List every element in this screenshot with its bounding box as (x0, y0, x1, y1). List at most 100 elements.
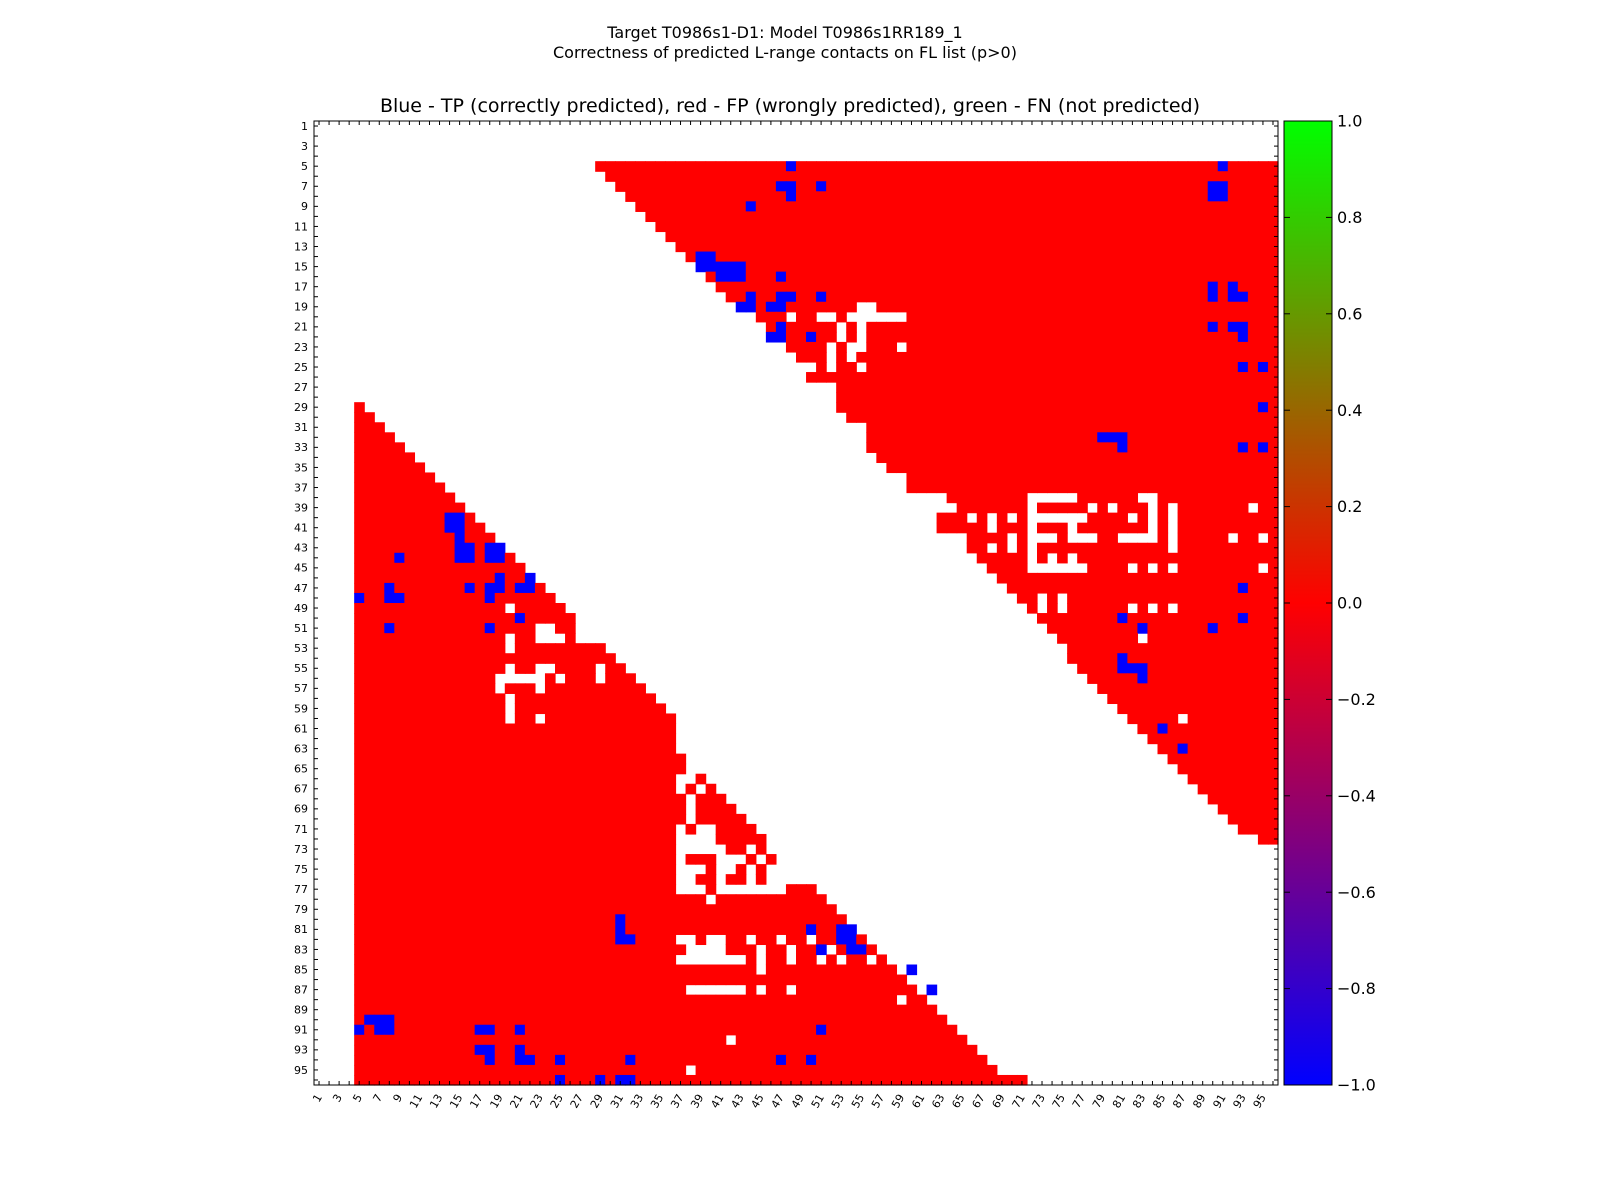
fp-cell (765, 261, 777, 273)
fp-cell (464, 854, 476, 865)
x-tick-label: 17 (467, 1092, 485, 1111)
fp-cell (1217, 261, 1229, 273)
fp-cell (1097, 281, 1108, 293)
fp-cell (484, 904, 496, 915)
fp-cell (374, 743, 385, 755)
fp-cell (836, 171, 847, 182)
fp-cell (836, 301, 847, 313)
fp-cell (796, 321, 807, 333)
fp-cell (705, 994, 717, 1006)
fp-cell (1117, 562, 1128, 574)
fp-cell (1207, 673, 1219, 684)
fp-cell (665, 884, 677, 895)
fp-cell (575, 753, 586, 765)
fp-cell (856, 1034, 867, 1046)
fp-cell (1237, 653, 1249, 664)
fp-cell (1077, 291, 1088, 303)
fp-cell (1047, 251, 1058, 263)
fp-cell (575, 1044, 586, 1056)
fp-cell (1167, 472, 1179, 484)
fp-cell (635, 1014, 646, 1026)
fp-cell (1117, 291, 1128, 303)
fp-cell (544, 833, 556, 845)
fp-cell (364, 743, 375, 755)
fp-cell (1227, 613, 1239, 624)
fp-cell (1097, 653, 1108, 664)
fp-cell (876, 251, 887, 263)
fp-cell (986, 231, 998, 243)
fp-cell (996, 231, 1008, 243)
fp-cell (484, 562, 496, 574)
fp-cell (354, 653, 365, 664)
fp-cell (1177, 613, 1189, 624)
fp-cell (524, 984, 536, 996)
fp-cell (906, 452, 918, 464)
fp-cell (1127, 502, 1139, 514)
fp-cell (1267, 673, 1279, 684)
fp-cell (1187, 161, 1199, 172)
fp-cell (534, 723, 546, 735)
fp-cell (1227, 191, 1239, 202)
fp-cell (896, 1044, 908, 1056)
fp-cell (1107, 643, 1118, 654)
fp-cell (996, 191, 1008, 202)
tp-cell (354, 592, 365, 604)
fp-cell (364, 432, 375, 443)
fp-cell (1247, 663, 1259, 674)
fp-cell (1067, 482, 1078, 494)
fp-cell (414, 542, 426, 554)
fp-cell (1097, 392, 1108, 403)
fp-cell (645, 874, 657, 885)
fp-cell (394, 562, 405, 574)
fp-cell (1087, 452, 1098, 464)
fp-cell (966, 452, 978, 464)
fp-cell (665, 713, 677, 725)
fp-cell (796, 241, 807, 253)
fp-cell (575, 914, 586, 925)
fp-cell (645, 823, 657, 835)
fp-cell (374, 673, 385, 684)
fp-cell (1067, 281, 1078, 293)
fp-cell (836, 994, 847, 1006)
fp-cell (404, 803, 416, 815)
fp-cell (474, 592, 486, 604)
fp-cell (695, 181, 707, 192)
fp-cell (354, 442, 365, 453)
fp-cell (504, 823, 516, 835)
fp-cell (645, 763, 657, 775)
fp-cell (785, 261, 797, 273)
fp-cell (1077, 181, 1088, 192)
fp-cell (866, 944, 877, 956)
fp-cell (1077, 663, 1088, 674)
fp-cell (1147, 693, 1159, 705)
fp-cell (886, 161, 898, 172)
fp-cell (534, 1074, 546, 1086)
tp-cell (775, 271, 787, 283)
fp-cell (1217, 763, 1229, 775)
fp-cell (414, 693, 426, 705)
fp-cell (1177, 241, 1189, 253)
fp-cell (1267, 261, 1279, 273)
fp-cell (1167, 452, 1179, 464)
fp-cell (1047, 582, 1058, 594)
fp-cell (876, 974, 887, 986)
fp-cell (1187, 221, 1199, 233)
fp-cell (555, 763, 566, 775)
fp-cell (605, 161, 616, 172)
fp-cell (1087, 562, 1098, 574)
fp-cell (846, 181, 857, 192)
fp-cell (705, 161, 717, 172)
fp-cell (434, 803, 446, 815)
x-tick-label: 45 (749, 1092, 767, 1111)
fp-cell (524, 1014, 536, 1026)
fp-cell (996, 492, 1008, 504)
fp-cell (936, 372, 948, 383)
fp-cell (384, 823, 395, 835)
fp-cell (705, 221, 717, 233)
fp-cell (695, 1034, 707, 1046)
fp-cell (565, 833, 576, 845)
fp-cell (695, 211, 707, 223)
fp-cell (565, 964, 576, 976)
fp-cell (1257, 191, 1269, 202)
fp-cell (705, 793, 717, 805)
